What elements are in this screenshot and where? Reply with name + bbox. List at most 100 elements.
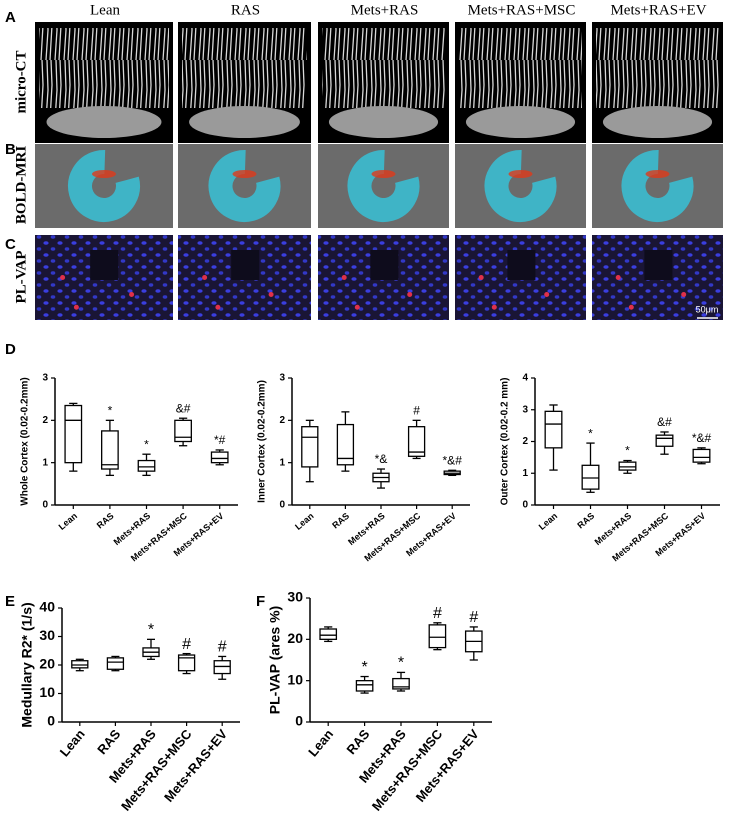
pl-vap-stain (615, 275, 621, 280)
significance: * (148, 622, 154, 639)
panel-label: A (5, 9, 16, 26)
micro-ct-vessels (322, 28, 445, 108)
y-tick-label: 1 (522, 468, 528, 479)
column-header: RAS (231, 2, 260, 18)
pl-vap-stain (544, 292, 550, 297)
pl-vap-stain (202, 275, 208, 280)
significance: &# (657, 415, 672, 429)
x-tick-label: RAS (330, 511, 351, 531)
significance: # (182, 636, 191, 653)
box (71, 660, 89, 669)
y-axis-label: Whole Cortex (0.02-0.2mm) (20, 377, 31, 505)
pl-vap-stain (491, 304, 497, 310)
y-tick-label: 0 (47, 713, 55, 729)
y-tick-label: 40 (39, 599, 55, 615)
x-tick-label: RAS (95, 511, 116, 531)
box (618, 461, 637, 471)
pl-vap-void (644, 250, 673, 280)
micro-ct-base (602, 106, 713, 138)
y-tick-label: 3 (42, 373, 48, 384)
y-tick-label: 0 (42, 500, 48, 511)
significance: *& (375, 452, 388, 466)
y-axis-label: Outer Cortex (0.02-0.2 mm) (500, 378, 511, 506)
box (581, 464, 600, 490)
micro-ct-vessels (596, 28, 719, 108)
y-tick-label: 0 (279, 500, 285, 511)
bold-mri-kidney (208, 150, 281, 222)
panel-label: F (256, 593, 265, 610)
significance: * (108, 404, 113, 418)
row-label: PL-VAP (13, 250, 29, 303)
pl-vap-void (370, 250, 399, 280)
y-tick-label: 2 (42, 415, 48, 426)
box (106, 657, 125, 670)
x-tick-label: Lean (293, 511, 316, 532)
box (210, 451, 229, 464)
pl-vap-stain (354, 304, 360, 310)
y-axis-label: Medullary R2* (1/s) (19, 602, 35, 727)
pl-vap-void (90, 250, 119, 280)
x-tick-label: Lean (57, 726, 88, 759)
pl-vap-void (231, 250, 260, 280)
box (177, 654, 196, 672)
box (319, 628, 338, 640)
y-tick-label: 10 (39, 684, 55, 700)
scale-bar-label: 50μm (696, 304, 719, 314)
pl-vap-stain (478, 275, 484, 280)
bold-mri-hotspot (371, 170, 396, 178)
pl-vap-stain (60, 275, 66, 280)
box (101, 430, 119, 470)
micro-ct-vessels (459, 28, 582, 108)
x-tick-label: RAS (343, 726, 372, 757)
box (301, 426, 319, 468)
y-tick-label: 1 (42, 457, 48, 468)
row-label: micro-CT (13, 50, 29, 113)
box (692, 448, 711, 463)
significance: *&# (692, 431, 712, 445)
box (407, 426, 426, 457)
pl-vap-stain (341, 275, 347, 280)
column-header: Mets+RAS+MSC (468, 2, 576, 18)
box (355, 680, 374, 692)
panel-label: B (5, 141, 16, 158)
bold-mri-kidney (347, 150, 420, 222)
panel-label: D (5, 341, 16, 358)
bold-mri-hotspot (92, 170, 116, 178)
row-label: BOLD-MRI (13, 146, 29, 224)
bold-mri-hotspot (232, 170, 257, 178)
box (392, 677, 410, 690)
pl-vap-stain (681, 292, 687, 297)
significance: * (144, 437, 149, 451)
significance: *&# (443, 453, 463, 467)
bold-mri-hotspot (508, 170, 533, 178)
y-tick-label: 2 (522, 436, 528, 447)
panel-label: E (5, 593, 15, 610)
box (655, 434, 674, 447)
y-axis-label: PL-VAP (ares %) (267, 606, 283, 714)
bold-mri-kidney (484, 150, 557, 222)
x-tick-label: Lean (57, 511, 80, 532)
column-header: Lean (90, 2, 120, 18)
box (336, 423, 355, 466)
significance: * (361, 659, 367, 676)
box (428, 624, 447, 649)
y-tick-label: 1 (279, 457, 285, 468)
box (174, 419, 192, 443)
x-tick-label: Lean (537, 511, 560, 532)
micro-ct-base (328, 106, 439, 138)
pl-vap-stain (268, 292, 274, 297)
x-tick-label: Lean (305, 726, 336, 759)
significance: # (469, 609, 478, 626)
box (137, 459, 156, 472)
y-tick-label: 0 (295, 713, 303, 729)
micro-ct-base (189, 106, 300, 138)
y-tick-label: 20 (287, 630, 303, 646)
y-tick-label: 4 (522, 373, 528, 384)
pl-vap-stain (628, 304, 634, 310)
y-tick-label: 10 (287, 671, 303, 687)
pl-vap-stain (129, 292, 135, 297)
box (544, 410, 563, 449)
x-tick-label: RAS (575, 511, 596, 531)
y-tick-label: 0 (522, 500, 528, 511)
